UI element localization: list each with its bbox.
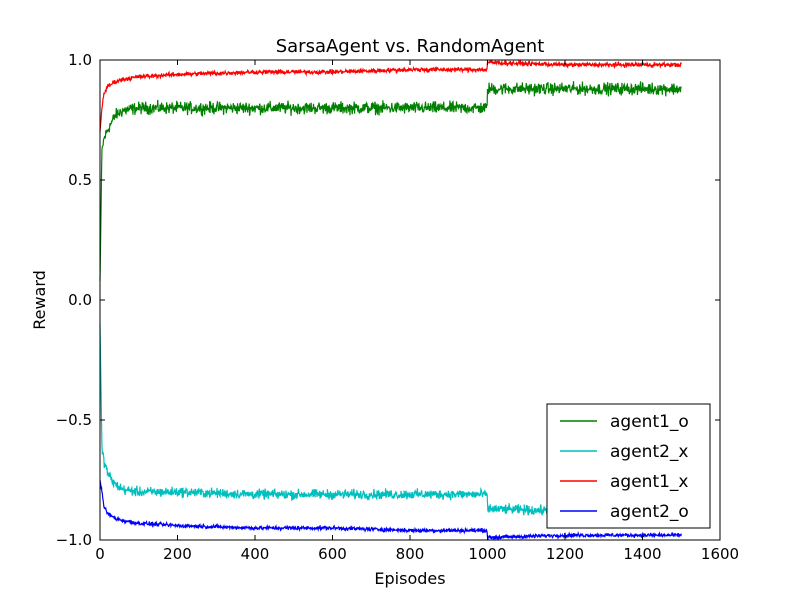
- series-line-agent1_x: [99, 58, 682, 133]
- x-tick-label: 1000: [468, 545, 506, 563]
- x-tick-label: 1400: [623, 545, 661, 563]
- x-tick-label: 200: [163, 545, 192, 563]
- y-axis-label: Reward: [30, 270, 49, 330]
- y-tick-label: 0.0: [68, 291, 92, 309]
- series-line-agent1_o: [99, 81, 682, 281]
- x-tick-label: 400: [241, 545, 270, 563]
- y-tick-label: −1.0: [56, 531, 92, 549]
- y-axis: 1.0 0.5 0.0 −0.5 −1.0: [56, 51, 720, 549]
- legend: agent1_o agent2_x agent1_x agent2_o: [546, 403, 711, 529]
- y-tick-label: 0.5: [68, 171, 92, 189]
- legend-label-agent1_x: agent1_x: [610, 472, 688, 492]
- x-tick-label: 1600: [701, 545, 739, 563]
- series-line-agent2_o: [99, 479, 682, 541]
- legend-label-agent1_o: agent1_o: [610, 412, 689, 432]
- x-tick-label: 1200: [546, 545, 584, 563]
- chart-title: SarsaAgent vs. RandomAgent: [276, 36, 545, 57]
- x-axis: 0 200 400 600 800 1000 1200 1400 1600: [95, 60, 739, 563]
- legend-frame: [546, 403, 711, 529]
- legend-label-agent2_o: agent2_o: [610, 502, 689, 522]
- series-layer: [99, 58, 682, 541]
- y-tick-label: 1.0: [68, 51, 92, 69]
- y-tick-label: −0.5: [56, 411, 92, 429]
- x-tick-label: 600: [318, 545, 347, 563]
- x-tick-label: 800: [396, 545, 425, 563]
- x-tick-label: 0: [95, 545, 105, 563]
- x-axis-label: Episodes: [374, 569, 445, 588]
- legend-label-agent2_x: agent2_x: [610, 442, 688, 462]
